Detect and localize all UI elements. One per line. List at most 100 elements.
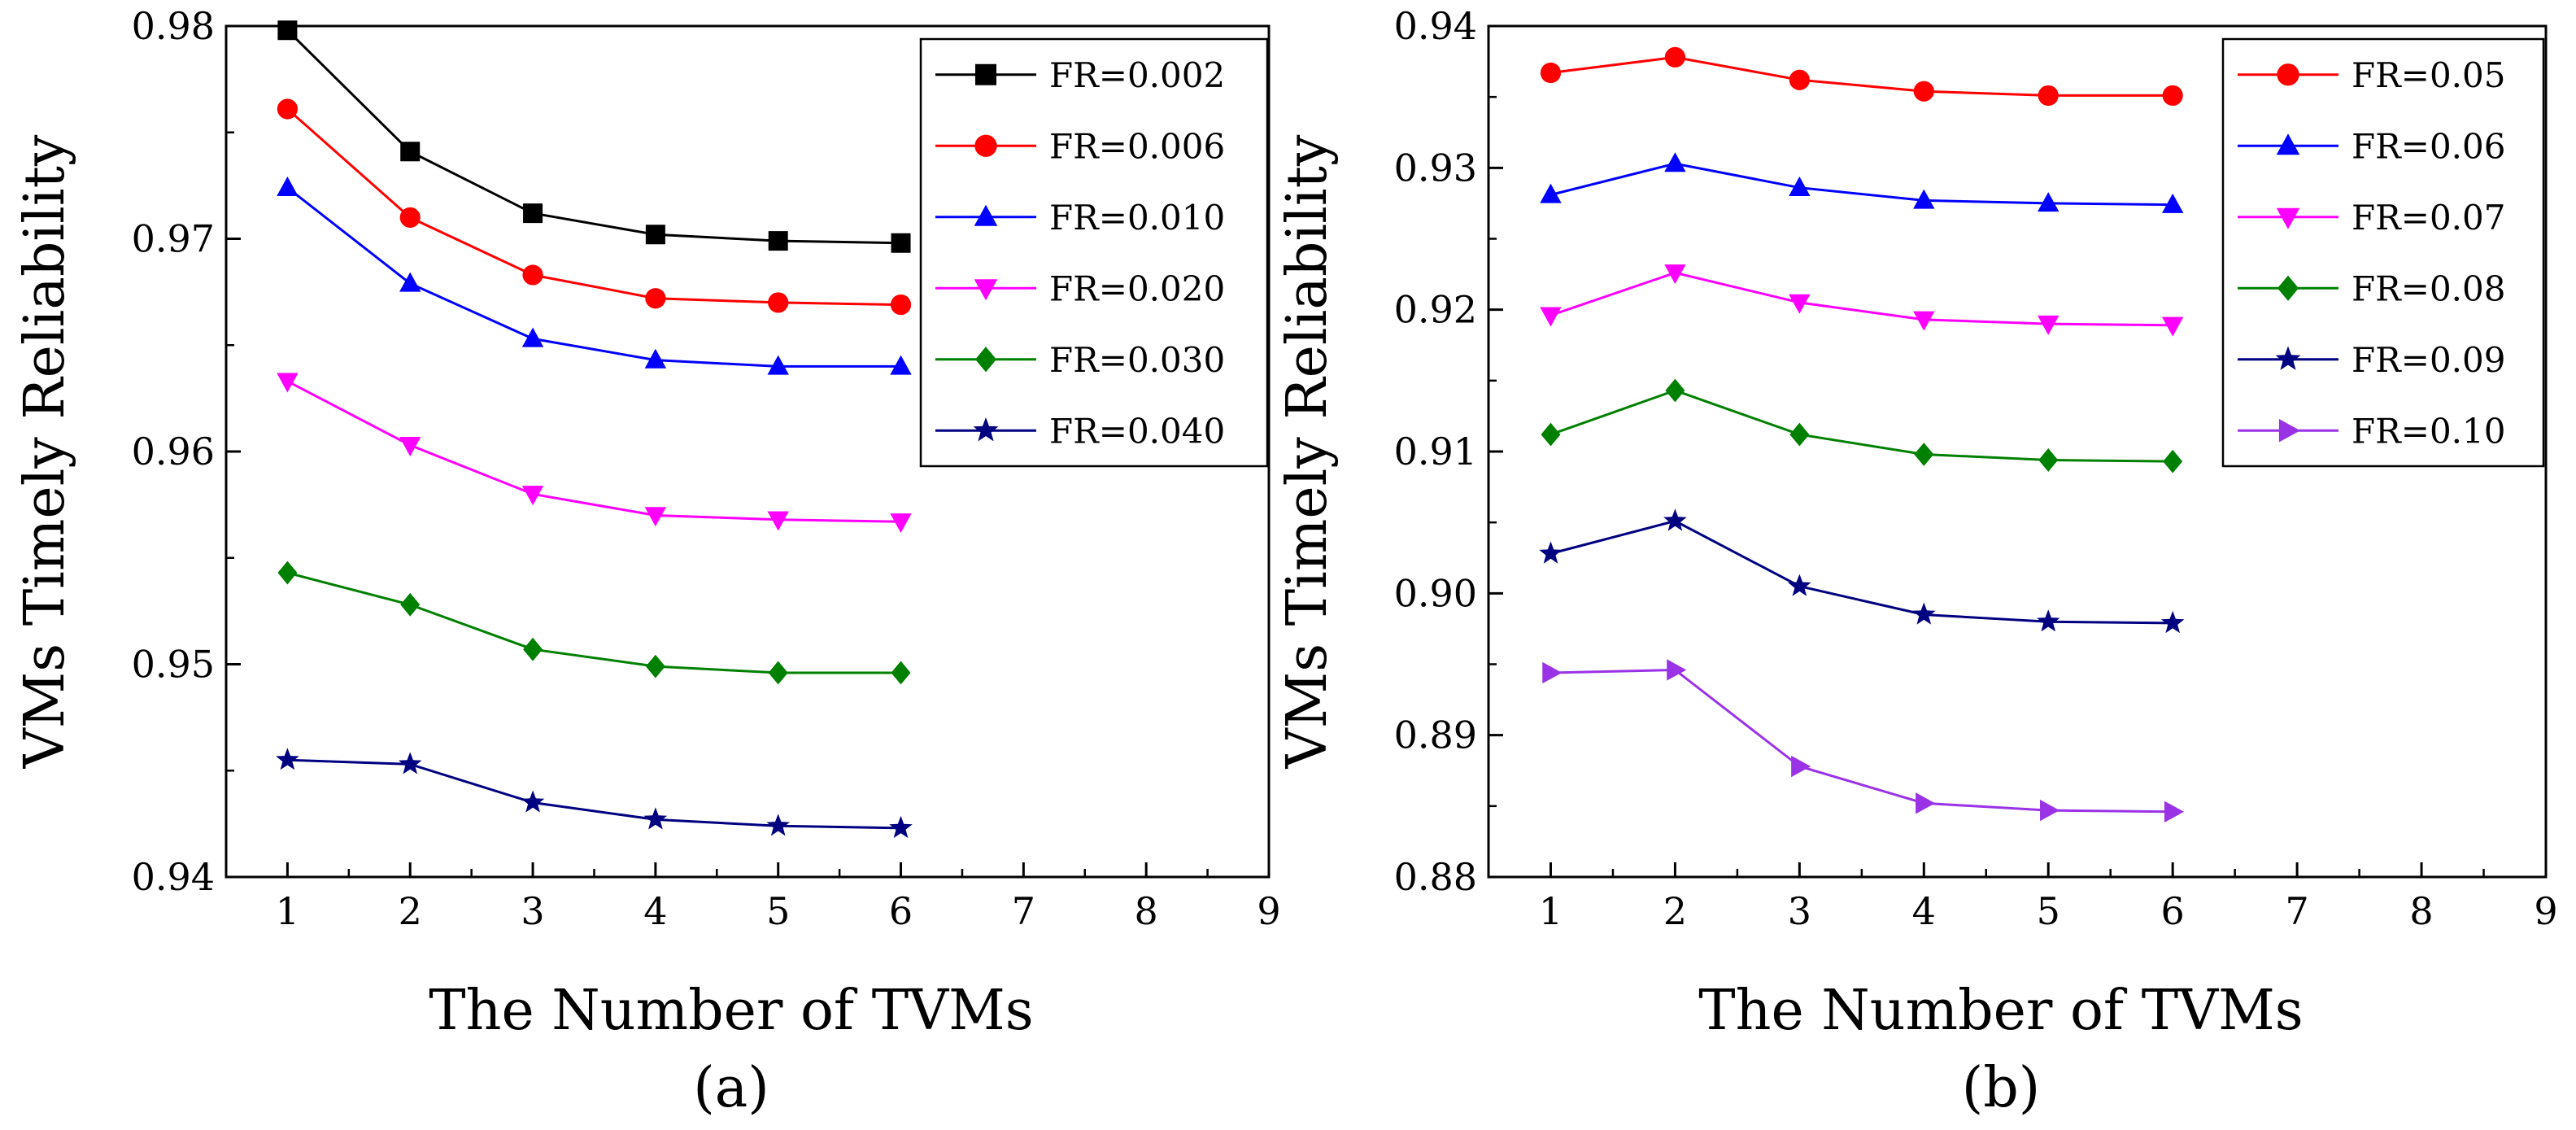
series-line <box>286 380 901 523</box>
legend-label: FR=0.006 <box>1049 126 1225 166</box>
y-tick-label: 0.90 <box>1394 571 1477 615</box>
data-point <box>645 288 666 309</box>
data-point <box>1542 661 1563 684</box>
data-point <box>399 272 421 292</box>
series-FR=0.10 <box>1542 659 2184 823</box>
data-point <box>1667 659 1687 681</box>
y-tick-label: 0.95 <box>132 643 215 687</box>
legend-item: FR=0.07 <box>2238 198 2505 238</box>
data-point <box>277 98 299 120</box>
data-point <box>1539 541 1563 564</box>
legend-marker <box>2276 133 2300 155</box>
legend: FR=0.002 FR=0.006 FR=0.010 FR=0.020 FR=0.030… <box>919 37 1269 468</box>
series-FR=0.040 <box>276 748 913 838</box>
data-point <box>1914 443 1934 466</box>
x-tick-label: 8 <box>2409 889 2433 933</box>
legend-marker <box>974 279 998 301</box>
legend-item: FR=0.020 <box>935 268 1225 308</box>
x-tick-label: 2 <box>1663 889 1687 933</box>
series-FR=0.030 <box>277 561 911 685</box>
data-point <box>1664 152 1686 172</box>
y-tick-label: 0.94 <box>1394 4 1477 48</box>
data-point <box>1540 183 1562 203</box>
legend-label: FR=0.040 <box>1049 411 1225 451</box>
data-point <box>644 507 667 527</box>
panel-label: (b) <box>1962 1056 2041 1120</box>
legend-marker <box>975 347 996 373</box>
data-point <box>645 225 665 245</box>
legend-label: FR=0.05 <box>2352 55 2505 95</box>
legend-label: FR=0.010 <box>1049 198 1225 238</box>
chart-panel-b: 1 2 3 4 5 6 7 8 9 0.88 0.89 0.90 0.91 0.92 0.93 0.94 The… <box>1275 4 2558 1120</box>
y-tick-label: 0.89 <box>1394 713 1477 757</box>
x-tick-label: 1 <box>1539 889 1563 933</box>
x-tick-label: 4 <box>1912 889 1936 933</box>
data-point <box>400 592 421 617</box>
data-point <box>1540 62 1562 84</box>
y-tick-label: 0.96 <box>132 430 215 473</box>
data-point <box>399 207 421 228</box>
legend-item: FR=0.006 <box>935 126 1225 166</box>
y-axis-title: VMs Timely Reliability <box>1275 134 1340 769</box>
legend-label: FR=0.10 <box>2352 411 2505 451</box>
y-tick-label: 0.91 <box>1394 430 1477 473</box>
x-tick-label: 7 <box>2285 889 2308 933</box>
data-point <box>1665 378 1685 403</box>
legend-item: FR=0.05 <box>2238 55 2505 95</box>
data-point <box>522 264 543 286</box>
legend-item: FR=0.030 <box>935 340 1225 380</box>
series-FR=0.08 <box>1541 378 2183 473</box>
data-point <box>399 752 422 774</box>
data-point <box>767 355 789 375</box>
x-tick-label: 9 <box>2534 889 2557 933</box>
legend-marker <box>2275 346 2301 370</box>
series-line <box>1550 55 2173 97</box>
y-tick-label: 0.98 <box>132 4 215 48</box>
data-point <box>1916 792 1936 814</box>
x-tick-label: 2 <box>399 889 422 933</box>
data-point <box>1664 46 1686 68</box>
chart-panel-a: 1 2 3 4 5 6 7 8 9 0.94 0.95 0.96 0.97 0.98 The Number … <box>13 4 1281 1120</box>
series-line <box>1550 519 2173 625</box>
series-FR=0.010 <box>277 176 912 375</box>
data-point <box>767 511 789 531</box>
legend-item: FR=0.010 <box>935 198 1225 238</box>
data-point <box>523 203 543 224</box>
data-point <box>1541 422 1561 447</box>
data-point <box>1913 81 1934 102</box>
data-point <box>890 355 912 375</box>
legend-item: FR=0.10 <box>2238 411 2505 451</box>
legend-label: FR=0.06 <box>2352 126 2505 166</box>
data-point <box>2038 448 2059 472</box>
legend-box <box>919 37 1269 468</box>
data-point <box>2162 85 2183 107</box>
legend-label: FR=0.08 <box>2352 268 2505 308</box>
x-tick-label: 6 <box>2161 889 2185 933</box>
x-tick-label: 9 <box>1257 889 1280 933</box>
data-point <box>277 561 298 585</box>
data-point <box>400 142 421 162</box>
data-point <box>1789 69 1810 90</box>
legend-marker <box>2276 207 2300 229</box>
data-point <box>890 294 912 316</box>
legend-label: FR=0.07 <box>2352 198 2505 238</box>
series-FR=0.09 <box>1539 508 2185 634</box>
x-tick-label: 6 <box>889 889 913 933</box>
data-point <box>2040 799 2060 822</box>
series-line <box>1550 389 2173 463</box>
data-point <box>1788 574 1811 596</box>
x-tick-label: 1 <box>276 889 299 933</box>
x-tick-label: 7 <box>1012 889 1035 933</box>
data-point <box>644 348 667 369</box>
x-tick-label: 5 <box>2037 889 2060 933</box>
data-point <box>1663 508 1687 531</box>
series-FR=0.020 <box>277 373 912 534</box>
data-point <box>1913 311 1935 331</box>
legend-marker <box>974 134 997 157</box>
data-point <box>891 661 911 685</box>
data-point <box>645 654 665 678</box>
data-point <box>889 815 913 838</box>
series-line <box>287 758 901 830</box>
series-line <box>286 29 901 245</box>
data-point <box>768 292 789 313</box>
